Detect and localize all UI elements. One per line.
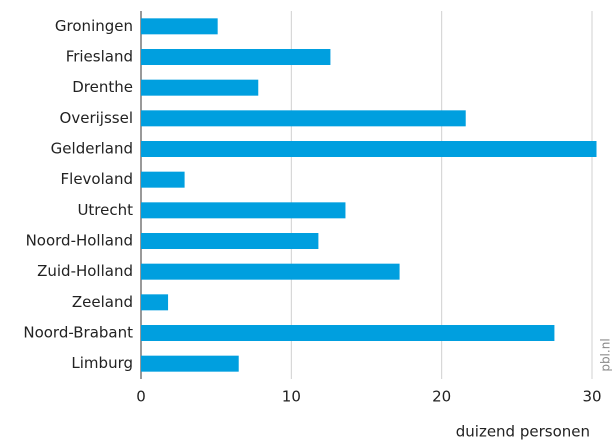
y-tick-label: Groningen xyxy=(55,17,133,35)
y-tick-label: Limburg xyxy=(71,354,133,372)
bar xyxy=(141,355,239,372)
y-tick-label: Friesland xyxy=(66,48,133,66)
bar xyxy=(141,171,185,188)
x-tick-label: 30 xyxy=(582,388,601,406)
y-tick-label: Utrecht xyxy=(77,201,133,219)
bar xyxy=(141,141,597,157)
y-tick-label: Flevoland xyxy=(61,170,133,188)
x-tick-label: 20 xyxy=(432,388,451,406)
bar xyxy=(141,110,466,127)
bar xyxy=(141,202,346,219)
bar xyxy=(141,325,555,341)
y-tick-label: Noord-Holland xyxy=(26,232,133,250)
y-tick-label: Zuid-Holland xyxy=(37,262,133,280)
y-tick-label: Noord-Brabant xyxy=(23,324,133,342)
bar xyxy=(141,79,259,96)
x-tick-label: 10 xyxy=(282,388,301,406)
bar xyxy=(141,233,319,249)
x-tick-label: 0 xyxy=(136,388,146,406)
bar xyxy=(141,49,331,65)
y-tick-label: Overijssel xyxy=(60,109,133,127)
source: pbl.nl xyxy=(599,338,612,371)
y-tick-label: Zeeland xyxy=(72,293,133,311)
x-axis-label: duizend personen xyxy=(456,423,590,441)
bar xyxy=(141,294,169,311)
y-tick-label: Drenthe xyxy=(72,78,133,96)
bar xyxy=(141,263,400,280)
y-tick-label: Gelderland xyxy=(51,140,133,158)
bar xyxy=(141,18,218,35)
